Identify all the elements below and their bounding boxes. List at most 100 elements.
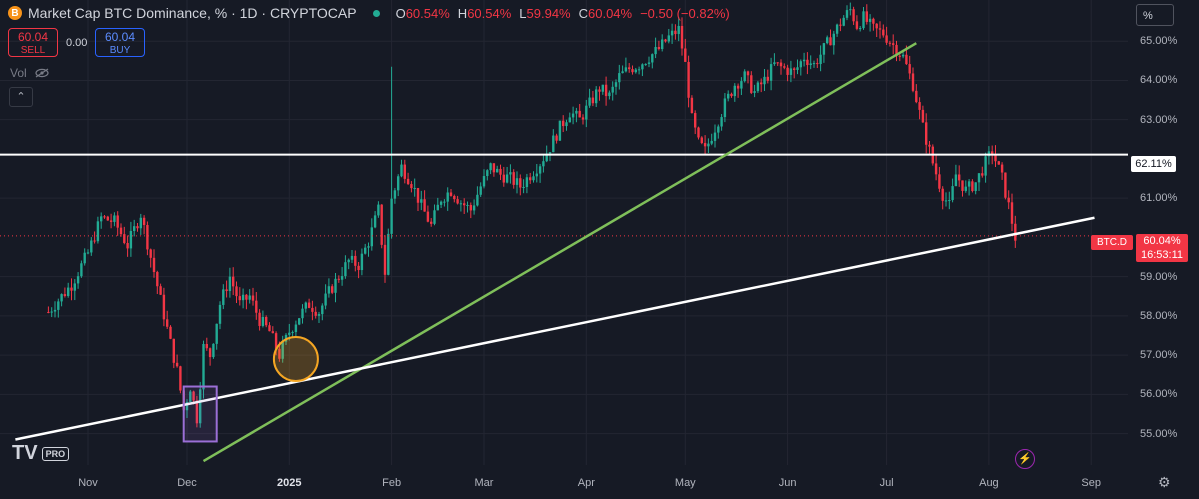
candle-body — [152, 257, 156, 273]
candle-body — [314, 311, 317, 316]
candle-body — [113, 215, 116, 222]
candle-body — [568, 117, 571, 123]
candle-body — [304, 302, 307, 309]
candle-body — [776, 62, 779, 64]
candle-body — [1004, 172, 1007, 198]
candle-body — [826, 37, 829, 44]
volume-indicator[interactable]: Vol — [10, 66, 49, 80]
candle-body — [261, 316, 265, 326]
candle-body — [892, 43, 895, 45]
settings-gear-icon[interactable]: ⚙ — [1158, 474, 1171, 490]
candle-body — [449, 192, 453, 196]
candle-body — [756, 82, 760, 92]
candle-body — [199, 389, 202, 424]
candle-body — [380, 204, 383, 245]
candle-body — [202, 343, 205, 390]
candle-body — [961, 180, 964, 191]
ohlc-key: O — [395, 5, 406, 21]
candle-body — [383, 244, 387, 275]
candle-body — [63, 294, 67, 296]
candle-body — [525, 177, 529, 188]
candle-body — [908, 64, 911, 74]
tv-logo-icon: TV — [12, 442, 38, 464]
candle-body — [753, 91, 756, 93]
candle-body — [783, 66, 786, 68]
candle-body — [301, 308, 304, 319]
candle-body — [604, 84, 608, 97]
candle-body — [166, 319, 169, 327]
candle-body — [928, 144, 931, 147]
candle-body — [588, 97, 591, 106]
scale-percent-button[interactable]: % — [1136, 4, 1174, 26]
candle-body — [169, 326, 172, 339]
bolt-icon[interactable]: ⚡ — [1015, 449, 1035, 469]
candle-body — [175, 362, 179, 367]
y-tick-label: 55.00% — [1140, 427, 1178, 440]
tradingview-logo[interactable]: TV PRO — [12, 442, 70, 465]
candle-body — [489, 163, 492, 171]
candle-body — [459, 203, 463, 205]
candle-body — [967, 181, 971, 187]
candle-body — [981, 173, 984, 176]
candle-body — [109, 220, 113, 222]
collapse-button[interactable]: ⌃ — [9, 87, 33, 107]
buy-button[interactable]: 60.04 BUY — [95, 28, 145, 57]
candle-body — [60, 294, 63, 302]
candle-body — [185, 401, 189, 411]
x-tick-label: Nov — [78, 477, 98, 489]
y-tick-label: 61.00% — [1140, 192, 1178, 205]
eye-hidden-icon[interactable] — [35, 68, 49, 78]
candle-body — [70, 287, 73, 291]
candle-body — [647, 62, 651, 64]
candle-body — [129, 230, 133, 249]
candle-body — [116, 215, 119, 228]
candle-body — [710, 140, 713, 144]
sell-button[interactable]: 60.04 SELL — [8, 28, 58, 57]
candle-body — [100, 216, 103, 222]
candle-body — [743, 71, 746, 82]
level-price-tag: 62.11% — [1131, 156, 1176, 172]
x-tick-label: Dec — [177, 477, 197, 489]
candle-body — [235, 286, 238, 297]
candle-body — [895, 44, 898, 56]
candle-body — [400, 164, 403, 177]
candle-body — [469, 204, 472, 211]
candle-body — [703, 143, 707, 147]
ohlc-value: 60.54% — [467, 5, 512, 21]
candle-body — [251, 295, 255, 301]
candle-body — [875, 23, 878, 29]
candle-body — [317, 314, 321, 316]
candle-body — [103, 216, 106, 218]
candle-body — [532, 176, 535, 181]
candle-body — [248, 295, 251, 300]
candle-body — [631, 69, 634, 73]
candle-body — [258, 312, 261, 326]
candle-body — [1014, 223, 1017, 241]
green-trendline — [202, 42, 917, 463]
candle-body — [901, 54, 905, 57]
candle-body — [624, 67, 628, 72]
candle-body — [222, 289, 225, 305]
spread-value: 0.00 — [66, 37, 88, 49]
candle-body — [535, 173, 538, 177]
highlight-box — [182, 385, 218, 443]
candle-body — [865, 11, 868, 22]
y-tick-label: 59.00% — [1140, 270, 1178, 283]
candle-body — [139, 217, 142, 229]
candle-body — [812, 63, 816, 65]
candle-body — [591, 97, 595, 104]
x-tick-label: Feb — [382, 477, 402, 489]
candle-body — [766, 76, 769, 81]
candle-body — [819, 54, 822, 65]
candle-body — [644, 63, 647, 65]
candle-body — [878, 28, 882, 30]
candle-body — [218, 304, 222, 324]
candle-body — [637, 69, 641, 71]
candle-body — [406, 178, 410, 185]
candle-body — [934, 163, 938, 175]
candle-body — [829, 37, 832, 46]
symbol-title[interactable]: Market Cap BTC Dominance, % · 1D · CRYPT… — [28, 5, 357, 21]
candle-body — [796, 67, 799, 70]
candle-body — [519, 178, 522, 188]
